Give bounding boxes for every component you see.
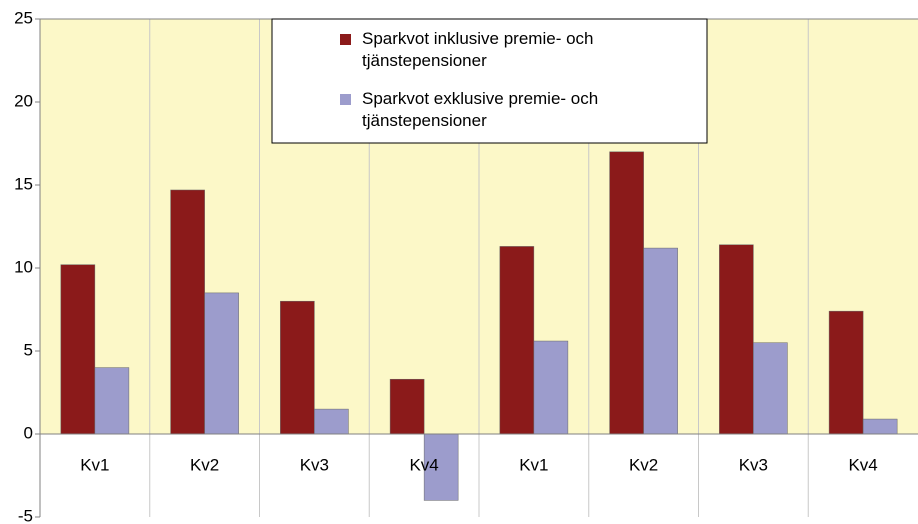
bar <box>389 378 425 435</box>
bar <box>314 408 349 435</box>
y-tick-label: 0 <box>24 423 33 442</box>
legend-label: Sparkvot exklusive premie- och tjänstepen… <box>362 89 598 130</box>
x-tick-label: Kv3 <box>739 455 768 474</box>
legend: Sparkvot inklusive premie- och tjänstepen… <box>271 18 708 144</box>
x-tick-label: Kv1 <box>80 455 109 474</box>
bar <box>94 367 130 435</box>
y-tick-label: 20 <box>14 91 33 110</box>
x-tick-label: Kv1 <box>519 455 548 474</box>
bar <box>170 189 205 435</box>
x-tick-label: Kv2 <box>629 455 658 474</box>
y-tick-label: -5 <box>18 506 33 524</box>
bar <box>499 246 535 435</box>
y-tick-label: 15 <box>14 174 33 193</box>
x-tick-label: Kv4 <box>848 455 877 474</box>
legend-label: Sparkvot inklusive premie- och tjänstepen… <box>362 29 593 70</box>
bar <box>609 151 644 435</box>
x-tick-label: Kv3 <box>300 455 329 474</box>
bar <box>862 418 898 435</box>
bar <box>204 292 239 435</box>
bar <box>643 247 678 435</box>
bar <box>719 244 754 435</box>
x-tick-label: Kv4 <box>409 455 438 474</box>
y-tick-label: 5 <box>24 340 33 359</box>
y-tick-label: 10 <box>14 257 33 276</box>
bar <box>533 340 569 435</box>
bar <box>828 310 864 435</box>
bar <box>753 342 788 435</box>
x-tick-label: Kv2 <box>190 455 219 474</box>
bar <box>280 300 315 435</box>
legend-swatch <box>340 94 351 105</box>
y-tick-label: 25 <box>14 8 33 27</box>
bar <box>60 264 96 435</box>
legend-swatch <box>340 34 351 45</box>
